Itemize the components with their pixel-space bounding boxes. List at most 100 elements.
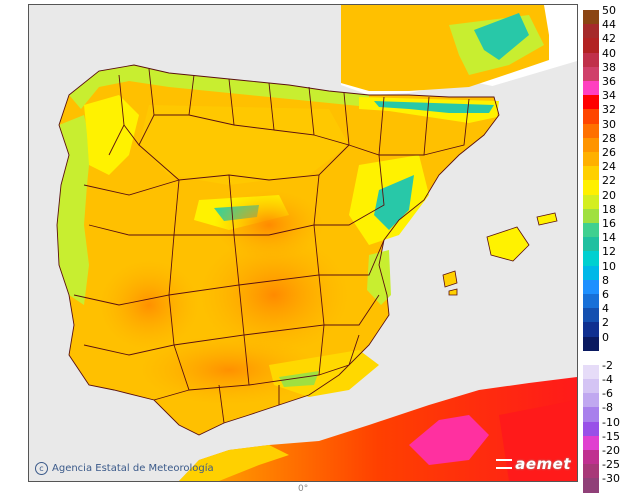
legend-item: 2	[583, 316, 629, 338]
legend-label: 18	[602, 202, 616, 216]
legend-label: 34	[602, 89, 616, 103]
legend-swatch	[583, 194, 599, 209]
legend-item: 32	[583, 103, 629, 125]
legend-swatch	[583, 180, 599, 195]
legend-swatch	[583, 393, 599, 408]
legend-item: 10	[583, 260, 629, 282]
legend-item: -6	[583, 387, 629, 409]
legend-label: 50	[602, 4, 616, 17]
legend-swatch	[583, 10, 599, 25]
legend-label: 30	[602, 117, 616, 131]
legend-item: 34	[583, 89, 629, 111]
legend-label: 20	[602, 188, 616, 202]
legend-label: 4	[602, 302, 609, 316]
africa-east-red	[499, 400, 577, 481]
legend-label: -25	[602, 458, 620, 472]
legend-label: -8	[602, 401, 613, 415]
legend-swatch	[583, 308, 599, 323]
north-coast-green	[69, 65, 369, 109]
legend-label: 6	[602, 288, 609, 301]
legend-swatch	[583, 421, 599, 436]
legend-label: -15	[602, 429, 620, 443]
mallorca	[486, 226, 530, 262]
sierra-nevada-green	[279, 371, 319, 387]
galicia-yellow	[84, 95, 139, 175]
legend-label: 36	[602, 75, 616, 88]
legend-swatch	[583, 66, 599, 81]
legend-swatch	[583, 464, 599, 479]
legend-label: -10	[602, 415, 620, 429]
legend-label: 26	[602, 146, 616, 159]
legend-label: 0	[602, 330, 609, 344]
legend-swatch	[583, 52, 599, 67]
legend-swatch	[583, 265, 599, 280]
legend-swatch	[583, 450, 599, 465]
copyright-icon: c	[35, 462, 48, 475]
legend-label: -2	[602, 358, 613, 372]
legend-item: -15	[583, 430, 629, 452]
legend-item: 8	[583, 274, 629, 296]
legend-label: 22	[602, 174, 616, 188]
legend-swatch	[583, 294, 599, 309]
africa-hot-magenta	[409, 415, 489, 465]
legend-swatch	[583, 237, 599, 252]
legend-label: -6	[602, 387, 613, 401]
legend-label: -20	[602, 444, 620, 457]
legend-item: 42	[583, 32, 629, 54]
legend-swatch	[583, 81, 599, 96]
legend-label: 28	[602, 131, 616, 145]
menorca	[536, 212, 558, 226]
legend-label: 44	[602, 18, 616, 32]
ibiza	[442, 270, 458, 288]
hot-la-mancha	[199, 235, 349, 355]
hot-guadalquivir	[139, 335, 319, 405]
legend-item: 24	[583, 160, 629, 182]
legend-label: 42	[602, 32, 616, 46]
legend-swatch	[583, 95, 599, 110]
credit-text: Agencia Estatal de Meteorología	[52, 463, 214, 474]
legend-item: 6	[583, 288, 629, 310]
legend-label: 10	[602, 259, 616, 273]
legend-swatch	[583, 478, 599, 493]
legend-item: 22	[583, 174, 629, 196]
pyrenees-north-cyan	[474, 13, 529, 60]
legend-item: 16	[583, 217, 629, 239]
legend-item: 38	[583, 61, 629, 83]
formentera	[448, 288, 458, 296]
legend-label: 32	[602, 103, 616, 117]
legend-item: 44	[583, 18, 629, 40]
legend-label: 40	[602, 46, 616, 60]
southeast-coast-green	[367, 250, 391, 305]
legend-swatch	[583, 152, 599, 167]
legend-item: 14	[583, 231, 629, 253]
legend-item: 18	[583, 203, 629, 225]
legend-label: 24	[602, 160, 616, 174]
legend-item: 12	[583, 245, 629, 267]
legend-item: 36	[583, 75, 629, 97]
hot-extremadura	[99, 260, 199, 350]
legend-item: 50	[583, 4, 629, 26]
meridian-label: 0°	[298, 484, 309, 494]
legend-swatch	[583, 223, 599, 238]
legend-label: 14	[602, 231, 616, 245]
legend-swatch	[583, 109, 599, 124]
legend-item: -10	[583, 416, 629, 438]
legend-swatch	[583, 24, 599, 39]
legend-item: 0	[583, 331, 629, 353]
legend-item: -25	[583, 458, 629, 480]
west-coast-green	[57, 115, 91, 305]
legend-swatch	[583, 336, 599, 351]
legend-item: 40	[583, 47, 629, 69]
legend-swatch	[583, 435, 599, 450]
legend-swatch	[583, 364, 599, 379]
legend-item: -4	[583, 373, 629, 395]
iberian-system-cyan	[374, 175, 414, 230]
legend-swatch	[583, 38, 599, 53]
legend-item: 20	[583, 189, 629, 211]
aemet-credit: c Agencia Estatal de Meteorología	[35, 462, 214, 475]
legend-swatch	[583, 251, 599, 266]
temperature-map: c Agencia Estatal de Meteorología aemet	[28, 4, 578, 482]
legend-swatch	[583, 379, 599, 394]
legend-swatch	[583, 137, 599, 152]
legend-item: 4	[583, 302, 629, 324]
